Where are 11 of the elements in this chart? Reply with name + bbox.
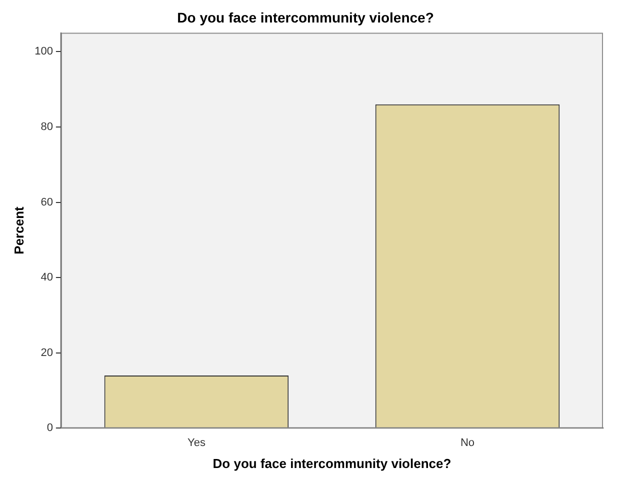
y-tick-label: 100 [34, 46, 53, 58]
chart-title: Do you face intercommunity violence? [177, 9, 434, 26]
y-axis-title: Percent [11, 206, 26, 254]
y-tick-label: 80 [40, 120, 53, 133]
y-tick-label: 60 [40, 196, 53, 208]
x-axis-title: Do you face intercommunity violence? [212, 456, 452, 471]
x-tick-label: No [460, 436, 475, 449]
y-tick-label: 0 [46, 422, 53, 434]
y-tick-label: 40 [40, 272, 53, 284]
y-tick-label: 20 [40, 346, 53, 359]
x-tick-label: Yes [187, 436, 206, 449]
